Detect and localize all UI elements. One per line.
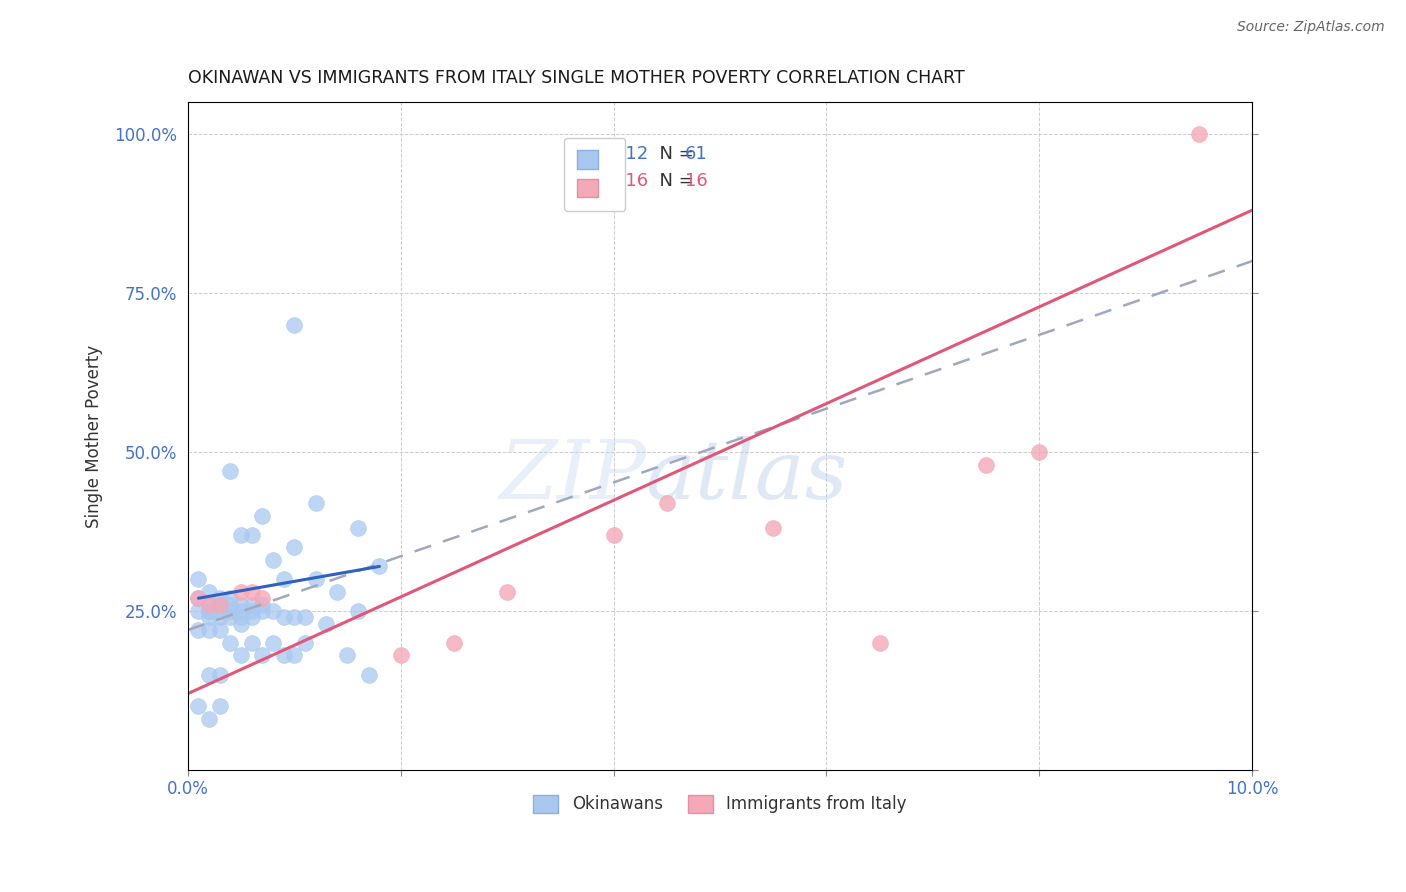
Point [252,648,274,663]
Point [198,667,221,681]
Point [187,604,209,618]
Point [1188,127,1211,141]
Point [208,699,231,714]
Point [240,610,263,624]
Point [1028,445,1050,459]
Point [187,591,209,606]
Point [240,636,263,650]
Point [655,496,678,510]
Text: atlas: atlas [645,436,848,516]
Text: 61: 61 [685,145,707,163]
Point [219,598,242,612]
Point [219,604,242,618]
Text: ZIP: ZIP [499,436,645,516]
Point [273,648,295,663]
Text: 0.112: 0.112 [598,145,650,163]
Point [304,496,326,510]
Point [187,623,209,637]
Legend: Okinawans, Immigrants from Italy: Okinawans, Immigrants from Italy [524,787,915,822]
Point [283,541,305,555]
Point [252,508,274,523]
Point [496,585,519,599]
Point [252,604,274,618]
Point [347,604,370,618]
Text: 0.616: 0.616 [598,172,648,190]
Point [602,527,624,541]
Point [198,610,221,624]
Point [240,585,263,599]
Point [208,623,231,637]
Text: R =: R = [565,145,605,163]
Point [389,648,412,663]
Point [273,610,295,624]
Point [208,667,231,681]
Point [262,604,284,618]
Point [208,598,231,612]
Point [974,458,997,472]
Point [283,648,305,663]
Point [294,610,316,624]
Point [198,598,221,612]
Point [229,604,252,618]
Point [252,598,274,612]
Point [262,636,284,650]
Text: N =: N = [648,172,699,190]
Point [219,610,242,624]
Point [294,636,316,650]
Point [198,604,221,618]
Point [304,572,326,586]
Point [252,591,274,606]
Point [208,610,231,624]
Point [187,699,209,714]
Point [229,527,252,541]
Point [762,521,785,535]
Point [240,527,263,541]
Point [219,591,242,606]
Point [336,648,359,663]
Point [229,598,252,612]
Text: Source: ZipAtlas.com: Source: ZipAtlas.com [1237,20,1385,34]
Text: R =: R = [565,172,605,190]
Point [208,598,231,612]
Point [368,559,391,574]
Point [198,598,221,612]
Point [283,610,305,624]
Point [443,636,465,650]
Point [283,318,305,332]
Point [229,610,252,624]
Point [198,585,221,599]
Point [229,648,252,663]
Point [219,464,242,478]
Point [326,585,349,599]
Point [198,712,221,726]
Point [240,598,263,612]
Point [357,667,380,681]
Point [208,591,231,606]
Point [347,521,370,535]
Point [187,591,209,606]
Point [262,553,284,567]
Point [315,616,337,631]
Point [198,623,221,637]
Y-axis label: Single Mother Poverty: Single Mother Poverty [86,344,103,527]
Point [208,604,231,618]
Point [219,636,242,650]
Point [198,604,221,618]
Point [240,604,263,618]
Point [869,636,891,650]
Text: N =: N = [648,145,699,163]
Text: 16: 16 [685,172,707,190]
Text: OKINAWAN VS IMMIGRANTS FROM ITALY SINGLE MOTHER POVERTY CORRELATION CHART: OKINAWAN VS IMMIGRANTS FROM ITALY SINGLE… [188,69,965,87]
Point [273,572,295,586]
Point [187,572,209,586]
Point [229,585,252,599]
Point [229,616,252,631]
